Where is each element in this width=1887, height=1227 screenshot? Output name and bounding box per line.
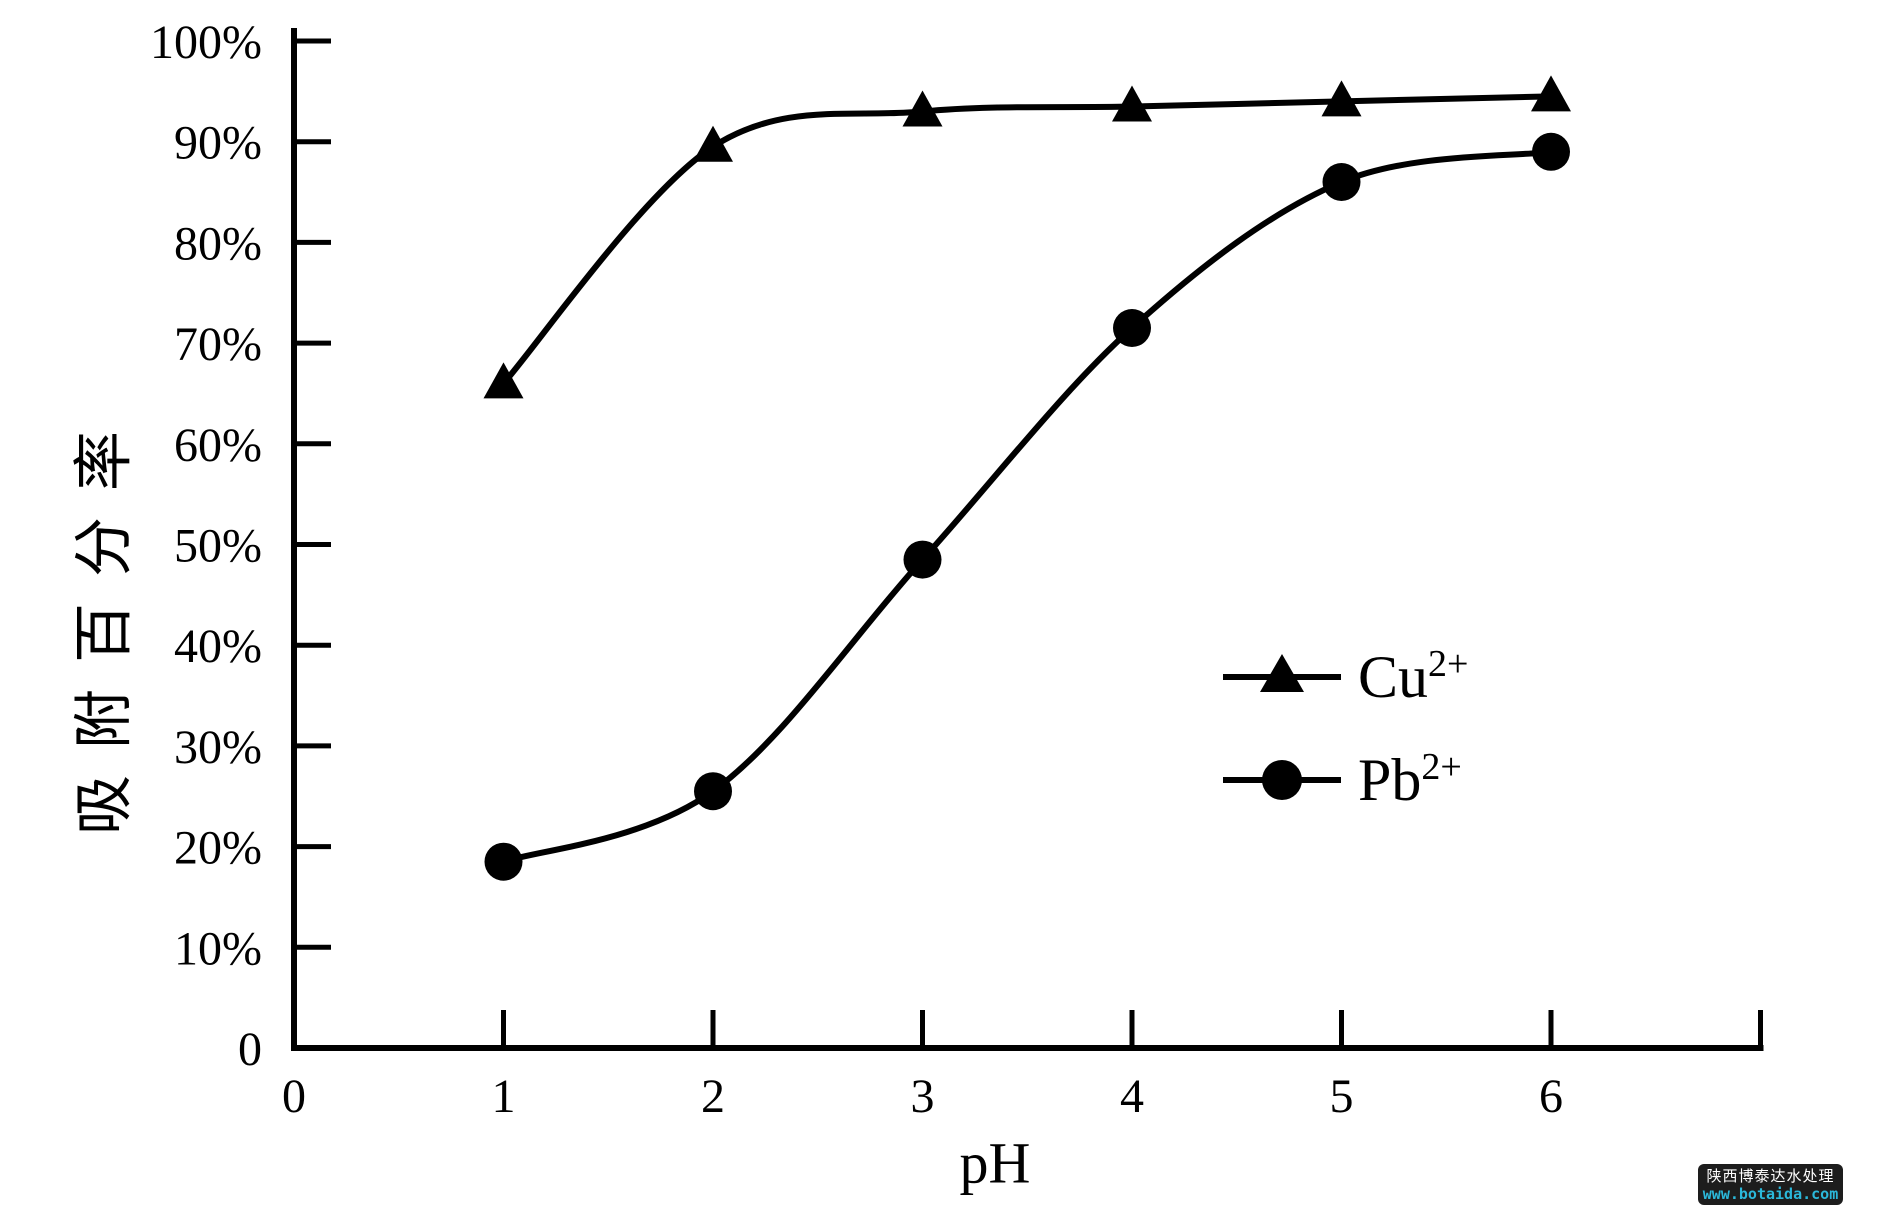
y-tick-label: 40%	[174, 620, 262, 673]
pb-marker	[903, 540, 942, 579]
pb-marker	[1322, 163, 1361, 201]
y-tick-label: 0	[238, 1023, 262, 1076]
y-tick-label: 70%	[174, 318, 262, 371]
legend-entry-cu: Cu2+	[1222, 642, 1468, 712]
x-tick-label: 1	[492, 1070, 516, 1123]
cu-marker	[1531, 75, 1571, 112]
pb-marker	[1532, 132, 1570, 171]
pb-marker	[694, 772, 732, 811]
y-tick-label: 80%	[174, 217, 262, 270]
legend-label-pb: Pb2+	[1358, 746, 1462, 813]
cu-curve	[500, 93, 1554, 387]
x-axis-title: pH	[959, 1130, 1031, 1196]
circle-marker-line-icon	[1223, 760, 1341, 800]
y-tick-label: 30%	[174, 721, 262, 774]
y-tick-label: 20%	[174, 822, 262, 875]
y-tick-label: 90%	[174, 117, 262, 170]
x-tick-label: 2	[701, 1070, 725, 1123]
y-tick-label: 60%	[174, 419, 262, 472]
x-tick-label: 3	[911, 1070, 935, 1123]
watermark-url: www.botaida.com	[1702, 1184, 1839, 1203]
x-tick-label: 6	[1539, 1070, 1563, 1123]
watermark-company-name: 陕西博泰达水处理	[1706, 1166, 1835, 1185]
y-axis-title: 吸附百分率	[69, 405, 140, 835]
y-tick-label: 100%	[150, 16, 262, 69]
cu-marker	[693, 125, 733, 162]
cu-marker	[483, 362, 524, 399]
legend-entry-pb: Pb2+	[1222, 745, 1468, 815]
x-tick-label: 0	[282, 1070, 306, 1123]
x-tick-label: 5	[1330, 1070, 1354, 1123]
pb-marker	[484, 842, 523, 881]
cu-marker	[1321, 80, 1362, 117]
x-tick-label: 4	[1120, 1070, 1144, 1123]
cu-marker	[1112, 85, 1152, 122]
y-tick-label: 10%	[174, 922, 262, 975]
cu-marker	[902, 90, 943, 127]
legend: Cu2+ Pb2+	[1222, 642, 1468, 848]
legend-label-cu: Cu2+	[1358, 643, 1469, 710]
pb-marker	[1113, 309, 1151, 347]
watermark-badge: 陕西博泰达水处理 www.botaida.com	[1698, 1164, 1843, 1205]
y-tick-label: 50%	[174, 520, 262, 573]
triangle-marker-line-icon	[1223, 654, 1341, 692]
